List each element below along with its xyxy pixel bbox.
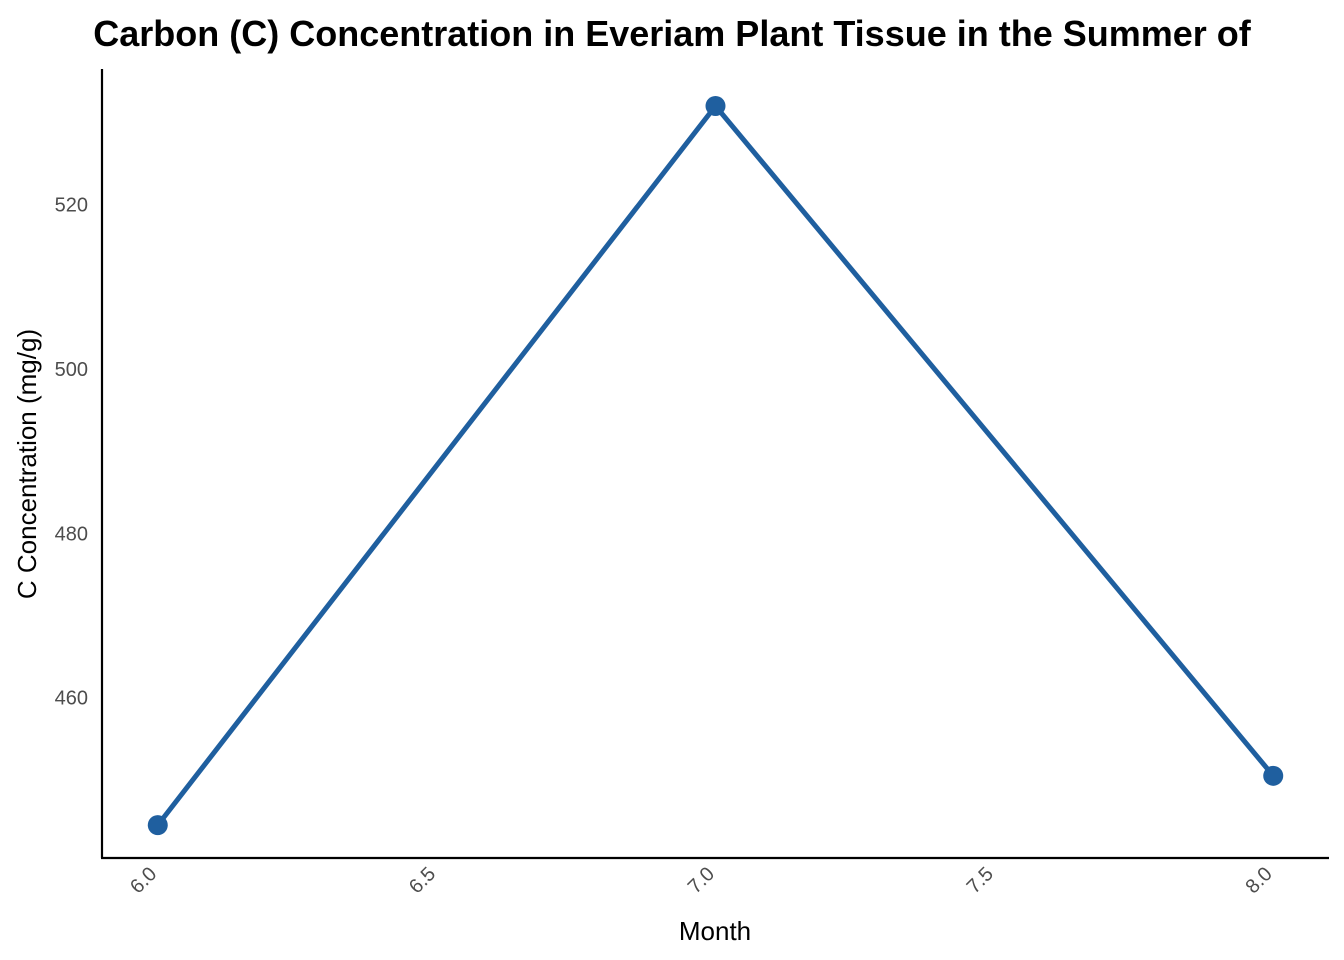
series-points	[147, 95, 1284, 836]
chart-title: Carbon (C) Concentration in Everiam Plan…	[93, 13, 1252, 54]
series-lines	[155, 103, 1276, 828]
x-tick-labels: 6.0 6.5 7.0 7.5 8.0	[126, 863, 1277, 898]
x-tick-label: 6.5	[405, 863, 440, 898]
data-point	[147, 815, 168, 836]
x-tick-label: 6.0	[126, 863, 161, 898]
data-point	[705, 95, 726, 116]
y-tick-label: 480	[55, 523, 88, 545]
x-tick-label: 8.0	[1242, 863, 1277, 898]
y-tick-labels: 460 480 500 520	[55, 195, 88, 710]
data-point	[1263, 765, 1284, 786]
y-tick-label: 520	[55, 195, 88, 217]
y-tick-label: 500	[55, 359, 88, 381]
x-tick-label: 7.5	[963, 863, 998, 898]
y-axis-title: C Concentration (mg/g)	[12, 329, 42, 599]
x-tick-label: 7.0	[684, 863, 719, 898]
x-axis-title: Month	[679, 916, 751, 946]
y-tick-label: 460	[55, 688, 88, 710]
series-line	[155, 103, 1276, 828]
